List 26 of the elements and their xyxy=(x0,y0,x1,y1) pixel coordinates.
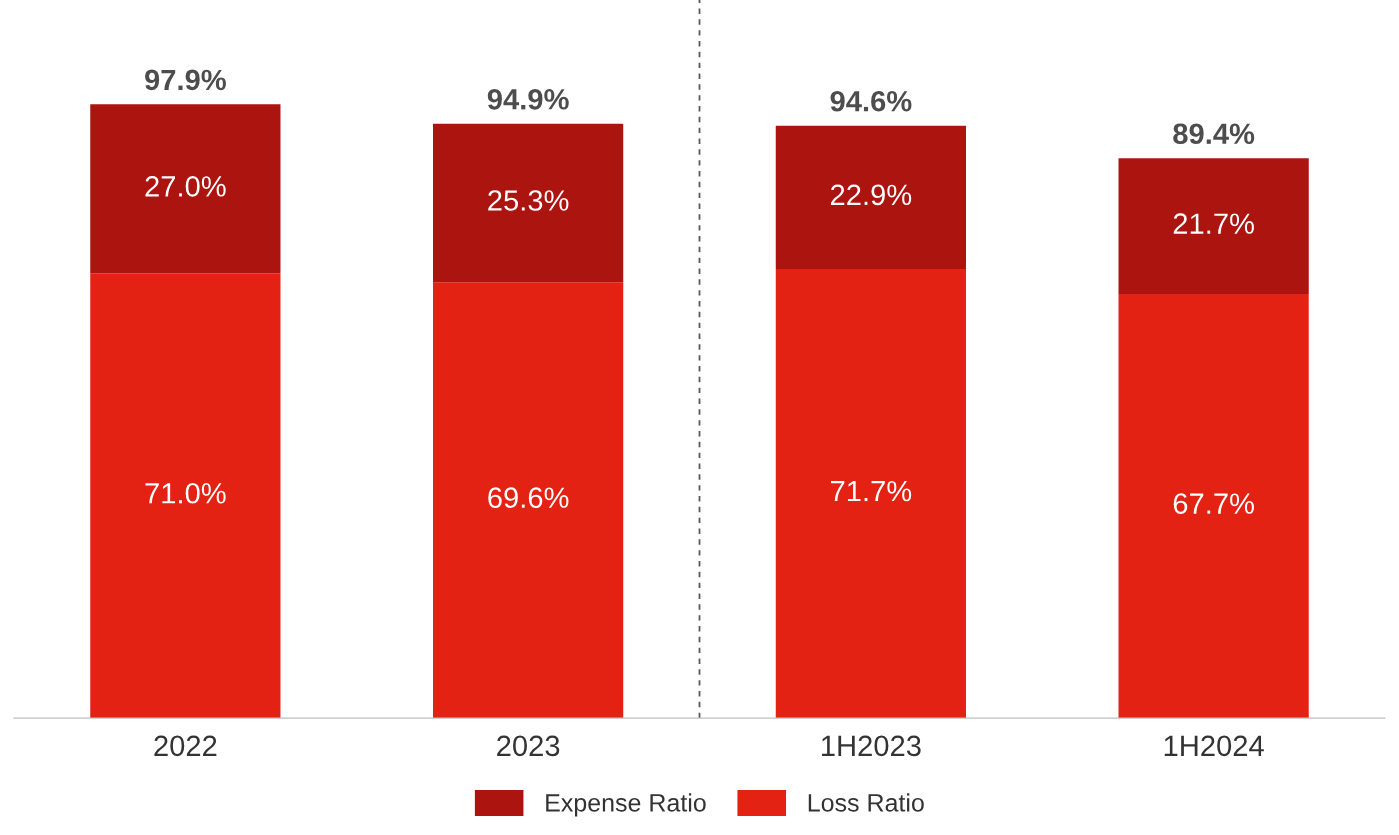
data-label: 71.7% xyxy=(831,480,912,502)
data-label: 21.7% xyxy=(1173,213,1254,234)
bar xyxy=(433,282,624,719)
total-label: 94.6% xyxy=(830,90,912,112)
x-tick-label: 2023 xyxy=(497,735,560,757)
bar xyxy=(1118,294,1309,719)
total-label: 97.9% xyxy=(145,69,226,91)
data-label: 25.3% xyxy=(488,190,569,211)
bar xyxy=(1118,158,1309,295)
data-label: 69.6% xyxy=(488,487,569,508)
data-label: 67.7% xyxy=(1173,493,1254,514)
legend-label: Expense Ratio xyxy=(546,793,706,817)
data-label: 71.0% xyxy=(145,482,226,504)
bar xyxy=(433,123,624,283)
total-label: 89.4% xyxy=(1173,123,1255,145)
bar xyxy=(90,104,281,274)
x-tick-label: 1H2023 xyxy=(822,735,921,757)
bar xyxy=(775,269,966,719)
bar xyxy=(90,273,281,719)
data-label: 22.9% xyxy=(831,184,912,206)
x-tick-label: 1H2024 xyxy=(1164,735,1264,757)
x-tick-label: 2022 xyxy=(154,735,217,757)
data-label: 27.0% xyxy=(145,176,226,197)
legend-label: Loss Ratio xyxy=(808,793,924,812)
total-label: 94.9% xyxy=(487,89,569,110)
bar xyxy=(775,125,966,270)
